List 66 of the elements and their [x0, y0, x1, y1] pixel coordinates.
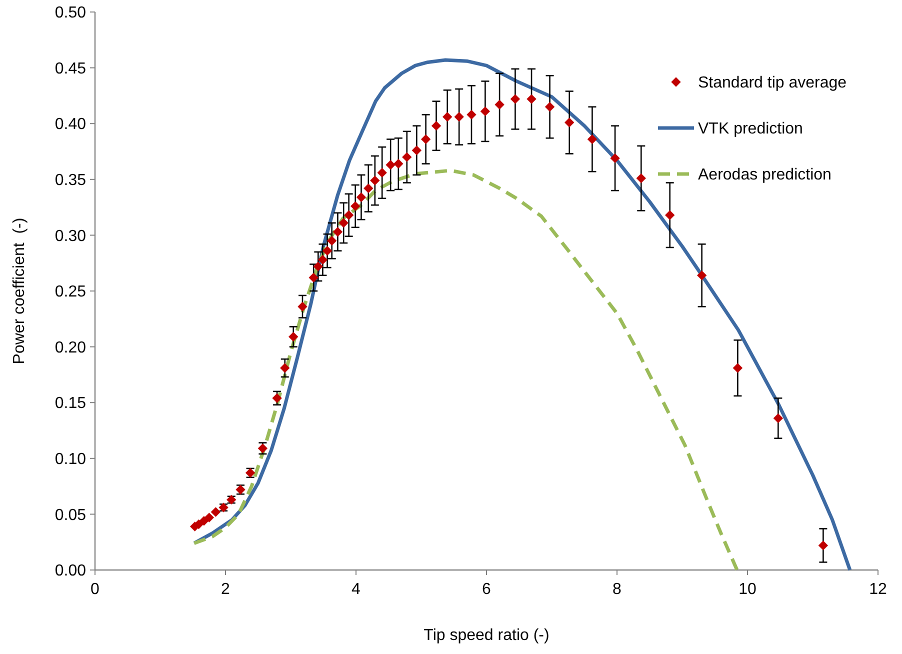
point — [332, 227, 343, 237]
legend-label: Aerodas prediction — [698, 166, 832, 184]
x-tick-label: 0 — [90, 581, 100, 598]
x-tick-label: 6 — [482, 581, 492, 598]
point — [610, 153, 620, 164]
y-tick-label: 0.30 — [54, 228, 86, 245]
point — [350, 201, 360, 212]
point — [370, 176, 380, 186]
x-tick-label: 8 — [612, 581, 622, 598]
point — [466, 110, 476, 120]
point — [587, 134, 598, 144]
point — [308, 272, 318, 282]
point — [386, 160, 396, 170]
point — [544, 102, 555, 112]
y-axis-title: Power coefficient (-) — [11, 218, 28, 364]
point — [665, 210, 675, 220]
x-tick-label: 12 — [869, 581, 887, 598]
y-tick-label: 0.15 — [54, 395, 86, 412]
point — [773, 413, 784, 424]
point — [696, 270, 707, 280]
point — [377, 168, 387, 178]
y-tick-label: 0.25 — [54, 284, 86, 301]
point — [412, 146, 422, 156]
point — [356, 192, 366, 202]
legend-label: VTK prediction — [698, 120, 803, 138]
point — [431, 120, 442, 131]
point — [298, 302, 308, 312]
point — [510, 94, 520, 104]
point — [318, 254, 328, 265]
point — [272, 393, 282, 403]
line-series — [192, 58, 852, 572]
point — [344, 210, 354, 220]
point — [394, 158, 404, 169]
point — [454, 112, 464, 122]
point — [288, 332, 298, 342]
x-axis-title: Tip speed ratio (-) — [424, 627, 550, 644]
y-tick-label: 0.05 — [54, 506, 86, 524]
y-tick-label: 0.45 — [54, 60, 86, 78]
y-tick-label: 0.35 — [54, 172, 86, 189]
x-tick-label: 10 — [738, 581, 756, 598]
x-tick-label: 4 — [352, 581, 361, 598]
y-tick-label: 0.20 — [54, 339, 86, 356]
point — [322, 246, 332, 256]
point — [480, 106, 490, 116]
point — [327, 236, 337, 246]
point — [204, 512, 214, 522]
point — [402, 152, 412, 162]
y-tick-label: 0.50 — [54, 4, 86, 22]
x-tick-label: 2 — [221, 581, 230, 598]
y-tick-label: 0.00 — [54, 562, 86, 580]
point — [494, 100, 504, 110]
point — [338, 218, 348, 228]
point — [442, 112, 452, 122]
point — [420, 134, 431, 144]
y-tick-label: 0.10 — [54, 451, 86, 468]
point — [364, 183, 374, 194]
point — [526, 94, 536, 104]
point — [818, 540, 828, 550]
point — [732, 363, 743, 373]
point — [210, 507, 221, 517]
point — [636, 173, 646, 184]
y-tick-label: 0.40 — [54, 116, 86, 134]
point — [564, 118, 574, 128]
point — [313, 262, 324, 272]
legend-label: Standard tip average — [698, 74, 847, 92]
point — [280, 363, 290, 373]
